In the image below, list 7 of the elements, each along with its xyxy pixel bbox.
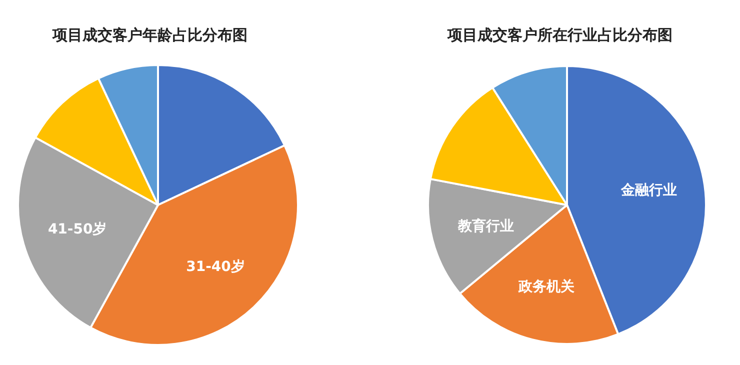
chart-title: 项目成交客户所在行业占比分布图	[446, 26, 672, 44]
chart-title: 项目成交客户年龄占比分布图	[52, 26, 248, 44]
slice-label: 教育行业	[457, 218, 514, 235]
slice-label: 31-40岁	[186, 259, 245, 276]
slice-label: 金融行业	[620, 182, 677, 198]
slice-label: 41-50岁	[48, 221, 107, 238]
slice-label: 政务机关	[517, 278, 574, 295]
